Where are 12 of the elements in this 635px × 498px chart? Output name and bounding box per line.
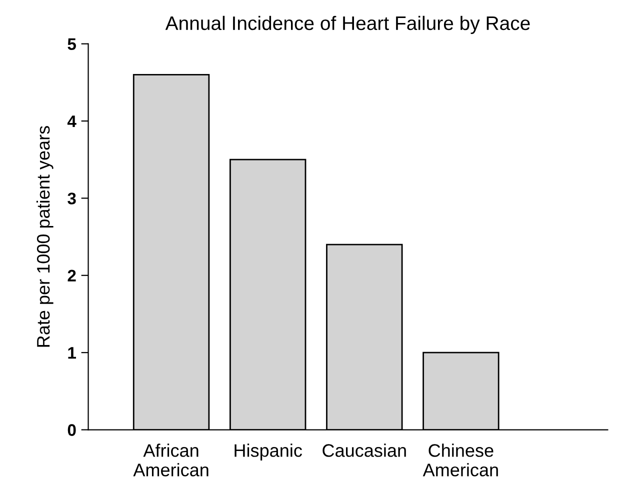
y-tick-label: 0 <box>68 424 76 436</box>
y-tick-label: 2 <box>68 270 76 282</box>
x-tick-label: Caucasian <box>322 444 406 457</box>
x-tick-label: Chinese American <box>422 444 498 476</box>
x-tick-label: Hispanic <box>234 444 302 460</box>
x-tick-label: African American <box>133 444 208 476</box>
y-axis-title: Rate per 1000 patient years <box>36 126 54 347</box>
y-tick-label: 1 <box>68 347 76 359</box>
y-tick-label: 3 <box>68 192 76 204</box>
y-tick-label: 5 <box>68 38 76 50</box>
y-tick-label: 4 <box>67 116 76 128</box>
chart-title: Annual Incidence of Heart Failure by Race <box>165 16 530 34</box>
